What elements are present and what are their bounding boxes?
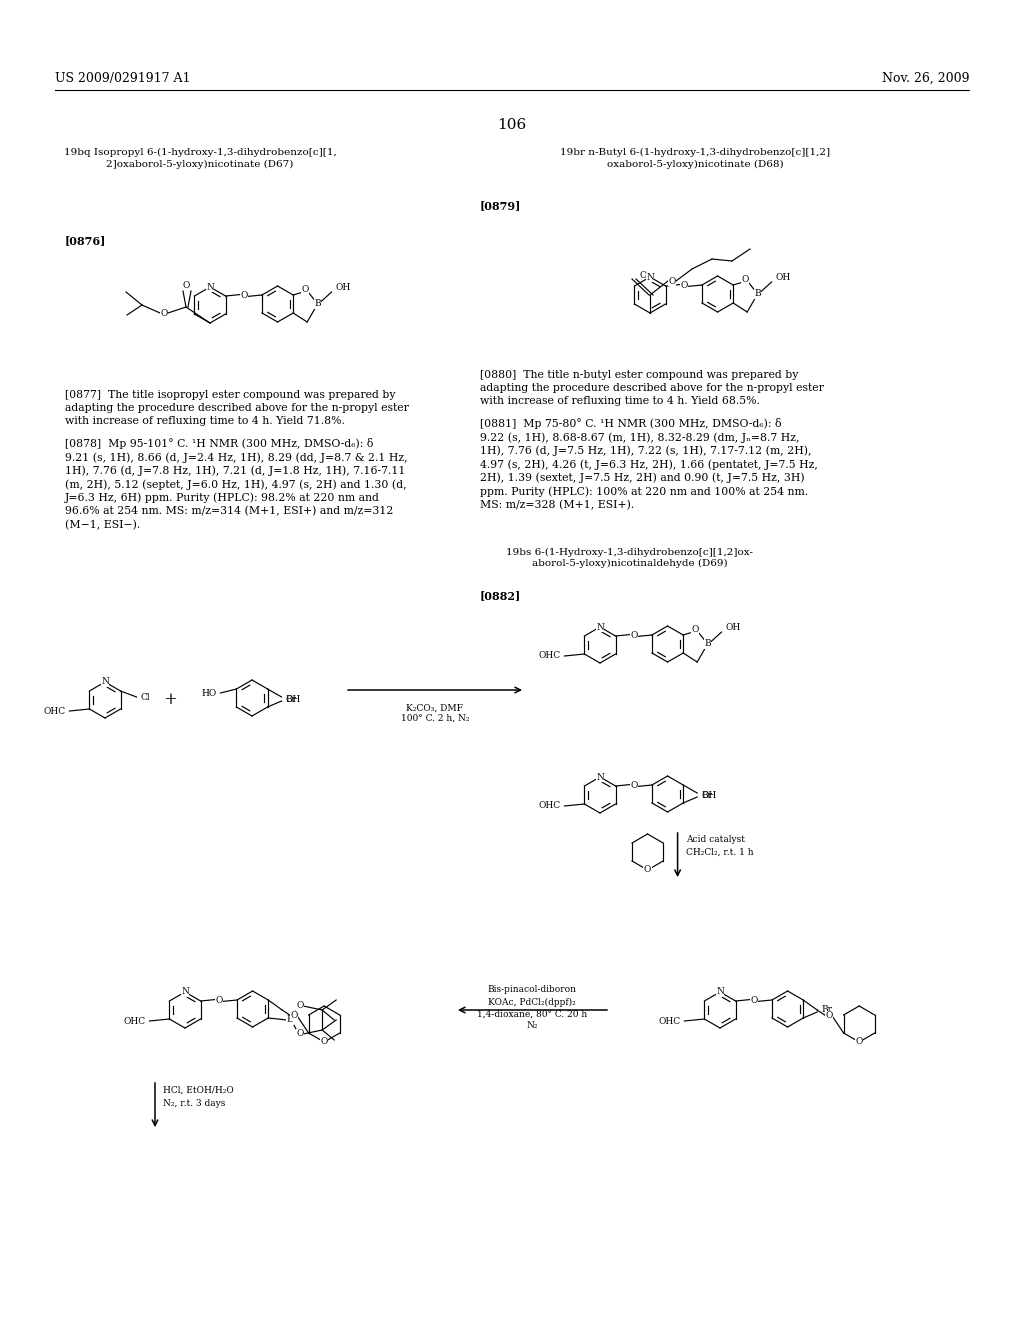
Text: 106: 106 — [498, 117, 526, 132]
Text: CH₂Cl₂, r.t. 1 h: CH₂Cl₂, r.t. 1 h — [686, 847, 754, 857]
Text: OH: OH — [775, 273, 791, 282]
Text: O: O — [639, 271, 647, 280]
Text: O: O — [669, 276, 676, 285]
Text: N: N — [181, 987, 189, 997]
Text: O: O — [291, 1011, 298, 1020]
Text: N₂: N₂ — [526, 1022, 538, 1031]
Text: 19bq Isopropyl 6-(1-hydroxy-1,3-dihydrobenzo[c][1,: 19bq Isopropyl 6-(1-hydroxy-1,3-dihydrob… — [63, 148, 336, 157]
Text: O: O — [644, 866, 651, 874]
Text: 19bs 6-(1-Hydroxy-1,3-dihydrobenzo[c][1,2]ox-
aborol-5-yloxy)nicotinaldehyde (D6: 19bs 6-(1-Hydroxy-1,3-dihydrobenzo[c][1,… — [507, 548, 754, 568]
Text: O: O — [741, 276, 749, 285]
Text: OHC: OHC — [539, 652, 560, 660]
Text: O: O — [691, 626, 698, 635]
Text: O: O — [855, 1038, 863, 1047]
Text: HO: HO — [201, 689, 216, 698]
Text: 2]oxaborol-5-yloxy)nicotinate (D67): 2]oxaborol-5-yloxy)nicotinate (D67) — [106, 160, 294, 169]
Text: N: N — [646, 272, 654, 281]
Text: Br: Br — [701, 791, 712, 800]
Text: OH: OH — [336, 284, 351, 293]
Text: [0876]: [0876] — [65, 235, 106, 246]
Text: O: O — [825, 1011, 833, 1020]
Text: B: B — [287, 1015, 294, 1024]
Text: O: O — [215, 997, 222, 1005]
Text: O: O — [680, 281, 687, 290]
Text: OHC: OHC — [43, 706, 66, 715]
Text: B: B — [314, 300, 321, 309]
Text: OHC: OHC — [658, 1016, 680, 1026]
Text: O: O — [630, 781, 638, 789]
Text: OH: OH — [701, 791, 717, 800]
Text: O: O — [321, 1038, 328, 1047]
Text: Bis-pinacol-diboron: Bis-pinacol-diboron — [487, 986, 577, 994]
Text: K₂CO₃, DMF: K₂CO₃, DMF — [407, 704, 464, 713]
Text: B: B — [705, 639, 711, 648]
Text: O: O — [751, 997, 758, 1005]
Text: B: B — [755, 289, 761, 298]
Text: O: O — [182, 281, 189, 290]
Text: Br: Br — [821, 1006, 833, 1015]
Text: oxaborol-5-yloxy)nicotinate (D68): oxaborol-5-yloxy)nicotinate (D68) — [606, 160, 783, 169]
Text: [0879]: [0879] — [480, 201, 521, 211]
Text: [0877]  The title isopropyl ester compound was prepared by
adapting the procedur: [0877] The title isopropyl ester compoun… — [65, 389, 409, 425]
Text: N: N — [596, 623, 604, 631]
Text: OH: OH — [726, 623, 740, 632]
Text: N: N — [206, 282, 214, 292]
Text: N₂, r.t. 3 days: N₂, r.t. 3 days — [163, 1100, 225, 1109]
Text: O: O — [161, 309, 168, 318]
Text: OHC: OHC — [539, 801, 560, 810]
Text: [0880]  The title n-butyl ester compound was prepared by
adapting the procedure : [0880] The title n-butyl ester compound … — [480, 370, 824, 405]
Text: O: O — [297, 1002, 304, 1011]
Text: [0881]  Mp 75-80° C. ¹H NMR (300 MHz, DMSO-d₆): δ
9.22 (s, 1H), 8.68-8.67 (m, 1H: [0881] Mp 75-80° C. ¹H NMR (300 MHz, DMS… — [480, 418, 818, 510]
Text: OH: OH — [286, 694, 301, 704]
Text: N: N — [596, 772, 604, 781]
Text: N: N — [716, 987, 724, 997]
Text: N: N — [101, 677, 109, 686]
Text: OHC: OHC — [123, 1016, 145, 1026]
Text: Nov. 26, 2009: Nov. 26, 2009 — [882, 73, 969, 84]
Text: O: O — [297, 1030, 304, 1039]
Text: [0882]: [0882] — [480, 590, 521, 601]
Text: US 2009/0291917 A1: US 2009/0291917 A1 — [55, 73, 190, 84]
Text: O: O — [240, 290, 248, 300]
Text: HCl, EtOH/H₂O: HCl, EtOH/H₂O — [163, 1085, 233, 1094]
Text: KOAc, PdCl₂(dppf)₂: KOAc, PdCl₂(dppf)₂ — [488, 998, 575, 1007]
Text: 100° C. 2 h, N₂: 100° C. 2 h, N₂ — [400, 714, 469, 723]
Text: [0878]  Mp 95-101° C. ¹H NMR (300 MHz, DMSO-d₆): δ
9.21 (s, 1H), 8.66 (d, J=2.4 : [0878] Mp 95-101° C. ¹H NMR (300 MHz, DM… — [65, 438, 408, 529]
Text: Cl: Cl — [140, 693, 151, 701]
Text: O: O — [630, 631, 638, 640]
Text: 19br n-Butyl 6-(1-hydroxy-1,3-dihydrobenzo[c][1,2]: 19br n-Butyl 6-(1-hydroxy-1,3-dihydroben… — [560, 148, 830, 157]
Text: Br: Br — [286, 694, 297, 704]
Text: Acid catalyst: Acid catalyst — [686, 836, 744, 845]
Text: +: + — [163, 692, 177, 709]
Text: O: O — [301, 285, 309, 294]
Text: 1,4-dioxane, 80° C. 20 h: 1,4-dioxane, 80° C. 20 h — [477, 1010, 587, 1019]
